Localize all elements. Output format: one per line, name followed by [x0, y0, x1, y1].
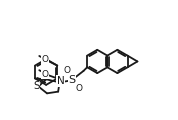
Text: S: S	[68, 75, 75, 85]
Text: O: O	[64, 66, 71, 75]
Text: O: O	[76, 84, 83, 93]
Text: O: O	[41, 55, 48, 64]
Text: O: O	[41, 70, 48, 79]
Text: N: N	[56, 76, 64, 86]
Text: S: S	[33, 81, 40, 91]
